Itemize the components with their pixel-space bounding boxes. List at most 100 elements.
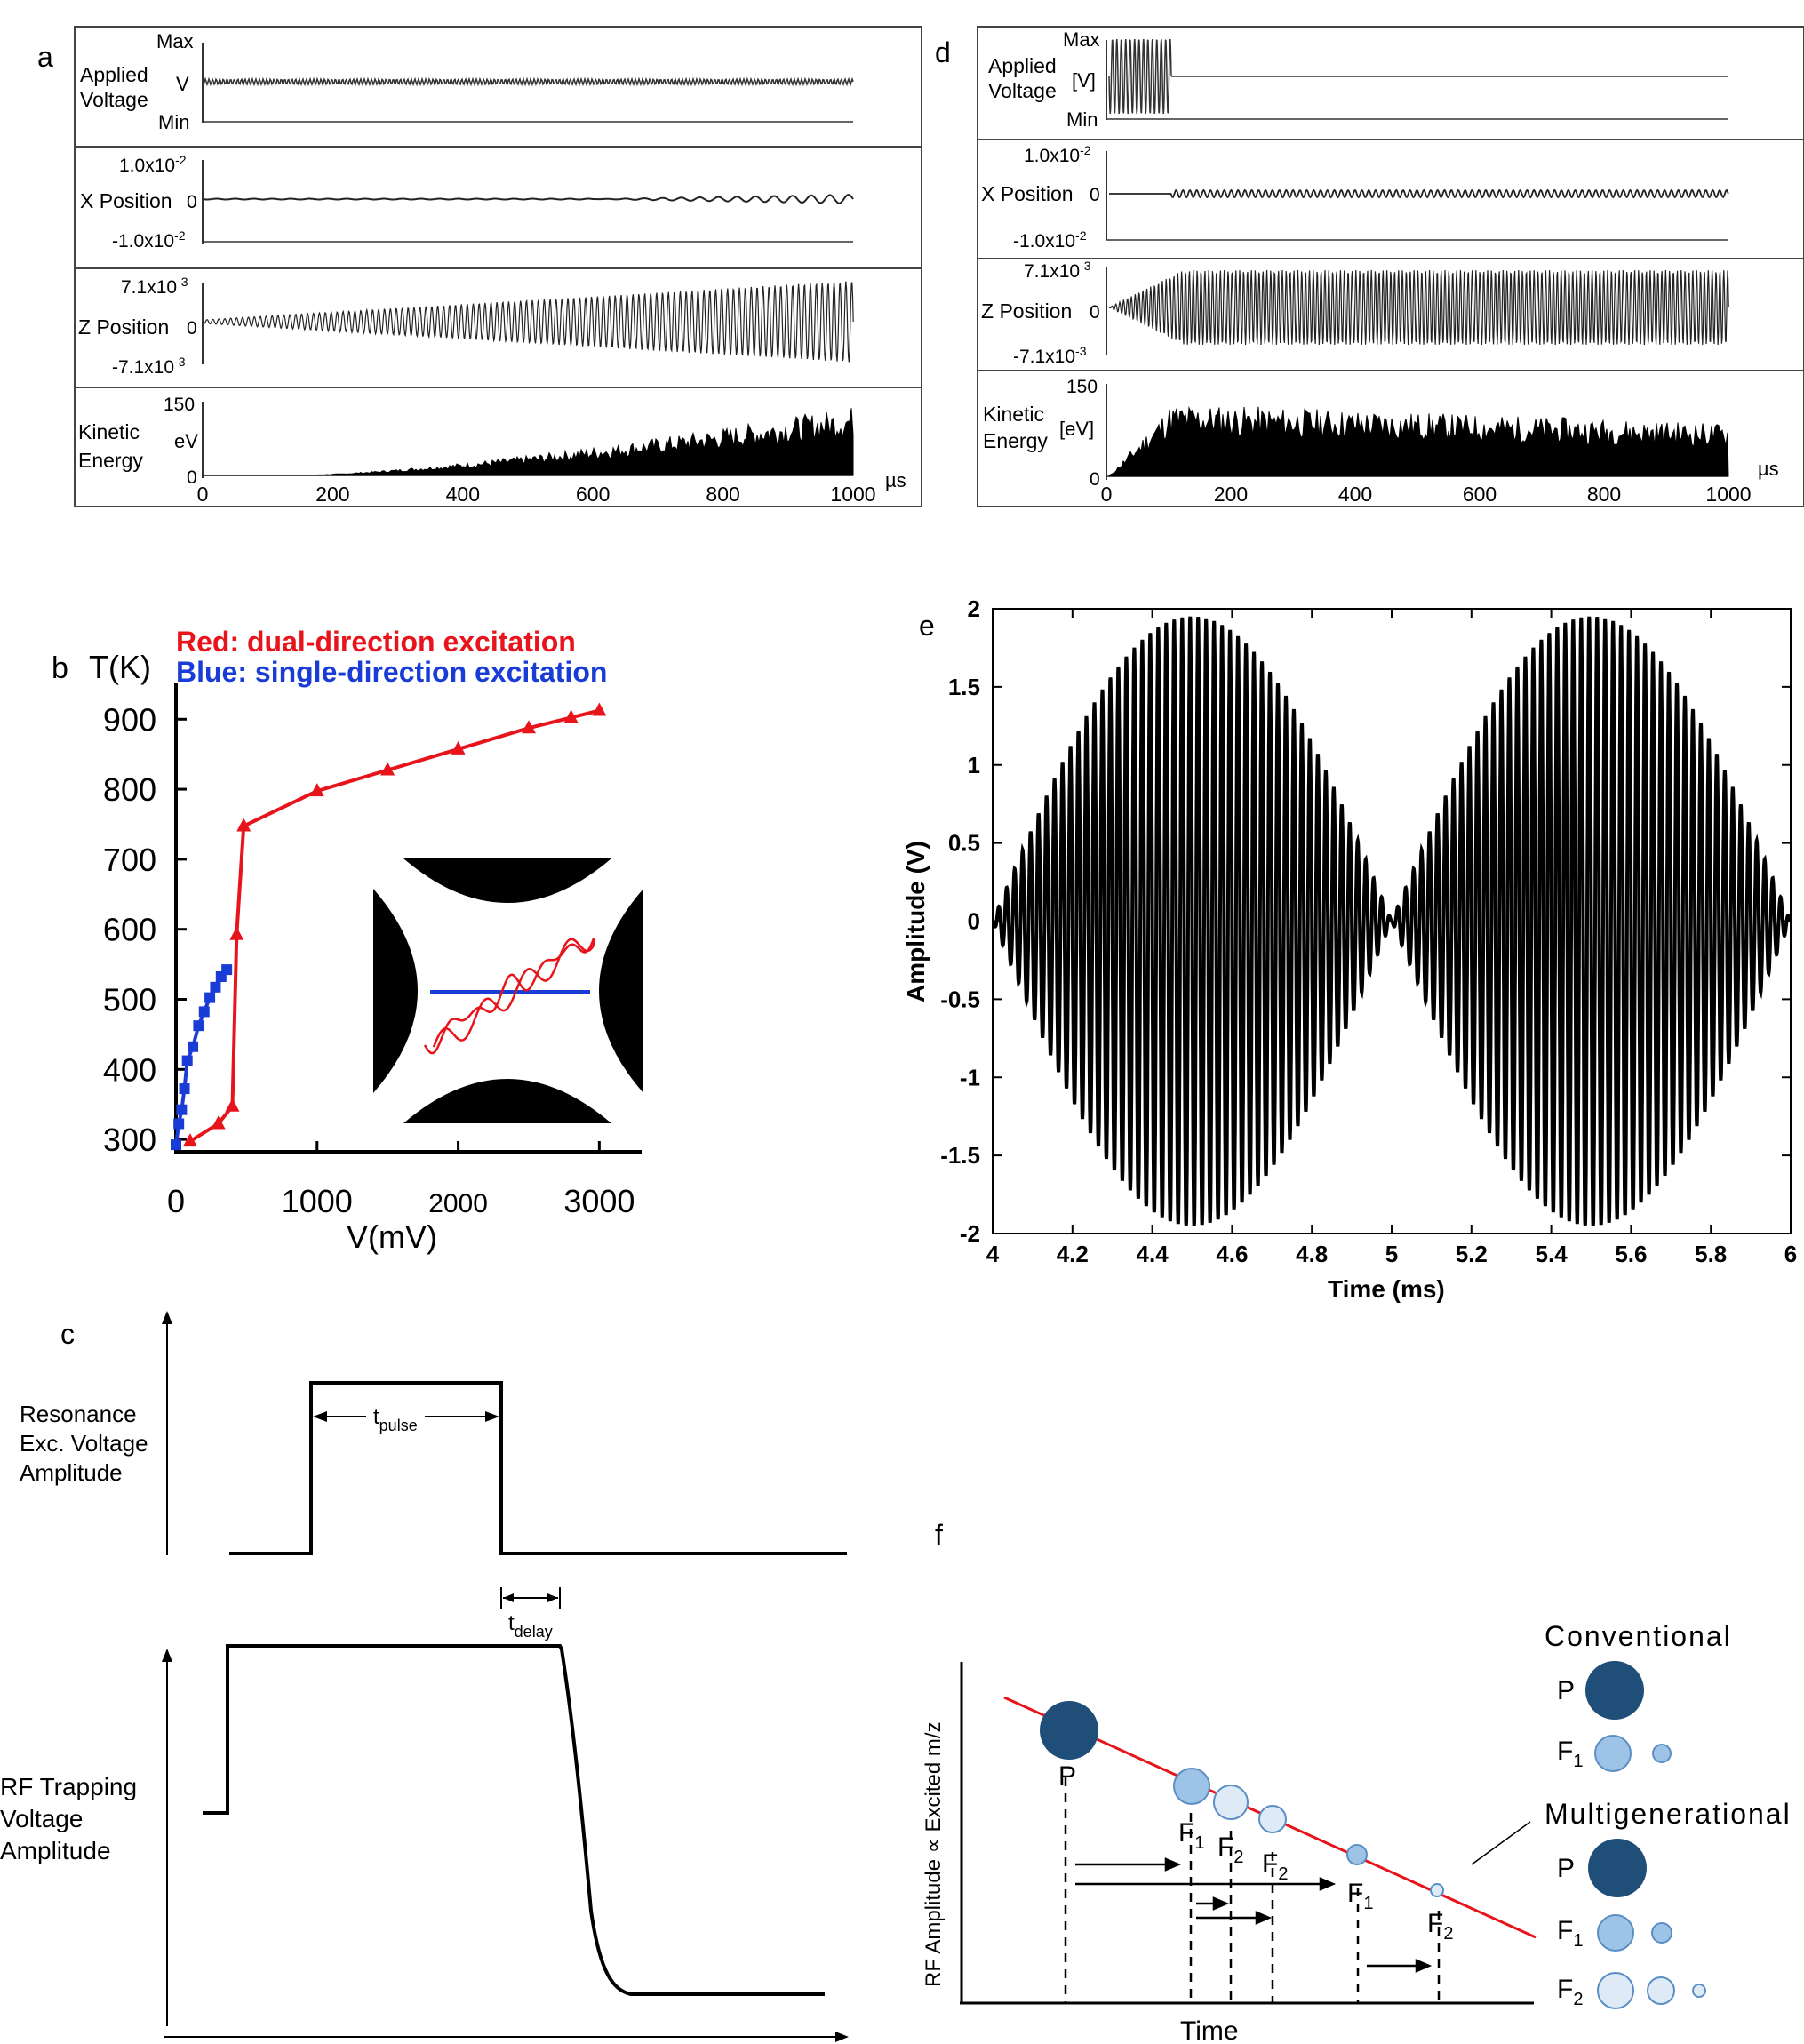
panel-b-series bbox=[171, 702, 607, 1151]
panel-a-x-position-trace bbox=[202, 194, 854, 204]
panel-d-row2-top: 1.0x10-2 bbox=[1024, 143, 1091, 166]
panel-f-conv-p-label: P bbox=[1557, 1676, 1575, 1705]
panel-b-inset-electrodes bbox=[373, 858, 643, 1123]
panel-f-label-f2a: F2 bbox=[1217, 1832, 1243, 1867]
panel-e-ytick: 1.5 bbox=[948, 674, 980, 700]
panel-b-red-point bbox=[182, 1133, 197, 1147]
panel-e-xtick: 4.4 bbox=[1137, 1241, 1169, 1267]
panel-d-kinetic-energy-trace bbox=[1107, 405, 1729, 477]
panel-c-lower-label-2: Voltage bbox=[0, 1805, 83, 1832]
panel-b-blue-point bbox=[204, 992, 216, 1003]
panel-a-row2-bottom: -1.0x10-2 bbox=[112, 228, 186, 252]
panel-d-frame bbox=[977, 26, 1804, 507]
panel-a-row4-label-2: Energy bbox=[78, 449, 143, 472]
panel-d-row2-bottom: -1.0x10-2 bbox=[1013, 228, 1087, 252]
panel-f-arrow-4-head bbox=[1255, 1911, 1273, 1925]
panel-c-rf-ramp bbox=[203, 1644, 825, 1996]
panel-d-xtick: 1000 bbox=[1705, 483, 1751, 506]
panel-b-blue-point bbox=[221, 964, 233, 976]
panel-d-row3-bottom: -7.1x10-3 bbox=[1013, 344, 1087, 367]
panel-c-upper-label-2: Exc. Voltage bbox=[20, 1430, 148, 1457]
panel-f-arrow-5-head bbox=[1415, 1959, 1433, 1973]
panel-f-conv-f1-ion bbox=[1594, 1735, 1632, 1772]
panel-b-red-point bbox=[521, 720, 536, 734]
panel-f-multi-f1-ion-small bbox=[1651, 1922, 1672, 1944]
panel-b-ytick: 700 bbox=[103, 842, 156, 878]
panel-f-f1-ion-a bbox=[1173, 1768, 1210, 1805]
panel-e-xtick: 4.8 bbox=[1296, 1241, 1328, 1267]
panel-f-multi-p-label: P bbox=[1557, 1854, 1575, 1883]
panel-d-xticks: 0 200 400 600 800 1000 bbox=[1101, 483, 1752, 506]
panel-f-multi-p-ion bbox=[1588, 1839, 1647, 1897]
panel-b-ytick: 800 bbox=[103, 771, 156, 808]
panel-f-label-p: P bbox=[1058, 1761, 1076, 1791]
panel-a-row2-top: 1.0x10-2 bbox=[119, 153, 187, 176]
panel-c-upper-arrowhead bbox=[162, 1311, 172, 1324]
panel-c-pulse bbox=[229, 1381, 847, 1555]
panel-a-xtick: 1000 bbox=[830, 483, 875, 506]
panel-f-arrows bbox=[1075, 1857, 1433, 1973]
panel-b-blue-point bbox=[210, 981, 221, 993]
panel-f-drop-lines bbox=[1064, 1777, 1441, 2003]
panel-b-blue-point bbox=[171, 1139, 181, 1151]
panel-d-row4-unit: [eV] bbox=[1059, 418, 1094, 440]
panel-b-ytick: 900 bbox=[103, 701, 156, 738]
panel-e-ytick: 0 bbox=[968, 908, 980, 935]
panel-b-blue-point bbox=[179, 1083, 190, 1095]
panel-c-lower-label-3: Amplitude bbox=[0, 1837, 111, 1864]
panel-e-ticks: 4 4.2 4.4 4.6 4.8 5 5.2 5.4 5.6 5.8 6 2 1.5 1 0.5 0 -0.5… bbox=[940, 595, 1797, 1267]
panel-b-xtick: 3000 bbox=[563, 1183, 635, 1219]
panel-f-conv-f1-label: F1 bbox=[1557, 1737, 1583, 1771]
panel-f-arrow-3-head bbox=[1212, 1896, 1230, 1911]
panel-c: c Resonance Exc. Voltage Amplitude tpuls… bbox=[0, 1311, 849, 2042]
panel-b-ticks: 300 400 500 600 700 800 900 0 1000 2000 3000 bbox=[103, 701, 635, 1219]
panel-c-x-arrowhead bbox=[835, 2032, 849, 2042]
panel-a-row1-label-2: Voltage bbox=[80, 88, 148, 111]
panel-a-row1-unit: V bbox=[176, 73, 189, 95]
panel-f-multi-f1-label: F1 bbox=[1557, 1916, 1583, 1951]
panel-f-multi-f1-ion bbox=[1597, 1914, 1634, 1952]
panel-e-ytick: -1 bbox=[960, 1064, 980, 1090]
panel-b-ytick: 600 bbox=[103, 912, 156, 948]
panel-e-ylabel: Amplitude (V) bbox=[902, 841, 930, 1002]
panel-b-blue-point bbox=[173, 1118, 185, 1130]
panel-f-conv-f1-ion-small bbox=[1652, 1744, 1672, 1763]
panel-a-xticks: 0 200 400 600 800 1000 bbox=[197, 483, 876, 506]
panel-a: a Max Applied Voltage V Min 1.0x10-2 X P… bbox=[37, 26, 922, 507]
panel-d-row2-mid: 0 bbox=[1090, 185, 1100, 205]
panel-f-p-ion bbox=[1040, 1701, 1098, 1760]
panel-e-xtick: 6 bbox=[1784, 1241, 1797, 1267]
panel-a-xtick: 200 bbox=[315, 483, 349, 506]
panel-b-xlabel: V(mV) bbox=[347, 1218, 437, 1255]
panel-f-f2-ion-b bbox=[1258, 1805, 1287, 1833]
panel-d-row1-label-2: Voltage bbox=[988, 79, 1057, 102]
panel-c-tpulse-label: tpulse bbox=[373, 1405, 418, 1434]
panel-b-red-point bbox=[451, 740, 466, 755]
panel-c-lower-label-1: RF Trapping bbox=[0, 1773, 137, 1800]
panel-a-xtick: 0 bbox=[197, 483, 209, 506]
panel-a-row3-label: Z Position bbox=[78, 315, 169, 339]
panel-a-letter: a bbox=[37, 41, 53, 73]
panel-e-xtick: 5.6 bbox=[1615, 1241, 1647, 1267]
panel-b-legend-red: Red: dual-direction excitation bbox=[176, 626, 576, 658]
panel-f-multi-f2-ion-small bbox=[1692, 1984, 1706, 1998]
panel-b: b T(K) Red: dual-direction excitation Bl… bbox=[52, 626, 643, 1255]
panel-c-upper-label-1: Resonance bbox=[20, 1401, 137, 1427]
panel-d-row4-label-1: Kinetic bbox=[983, 403, 1044, 426]
panel-e-xtick: 4.2 bbox=[1057, 1241, 1089, 1267]
panel-f-arrow-2-head bbox=[1319, 1877, 1337, 1891]
panel-e-xtick: 5 bbox=[1385, 1241, 1398, 1267]
panel-b-red-point bbox=[225, 1098, 240, 1112]
panel-f-letter: f bbox=[935, 1519, 943, 1551]
panel-d-row4-bottom: 0 bbox=[1090, 469, 1100, 490]
panel-e-xtick: 4 bbox=[986, 1241, 1000, 1267]
panel-f-xlabel: Time bbox=[1180, 2016, 1239, 2044]
panel-d-xtick: 600 bbox=[1463, 483, 1497, 506]
panel-a-xtick: 600 bbox=[576, 483, 610, 506]
panel-e-letter: e bbox=[919, 610, 935, 642]
panel-b-xtick: 0 bbox=[167, 1183, 185, 1219]
panel-e-xlabel: Time (ms) bbox=[1328, 1275, 1445, 1303]
panel-d-row3-label: Z Position bbox=[981, 299, 1072, 323]
panel-e-ytick: -1.5 bbox=[940, 1142, 980, 1169]
